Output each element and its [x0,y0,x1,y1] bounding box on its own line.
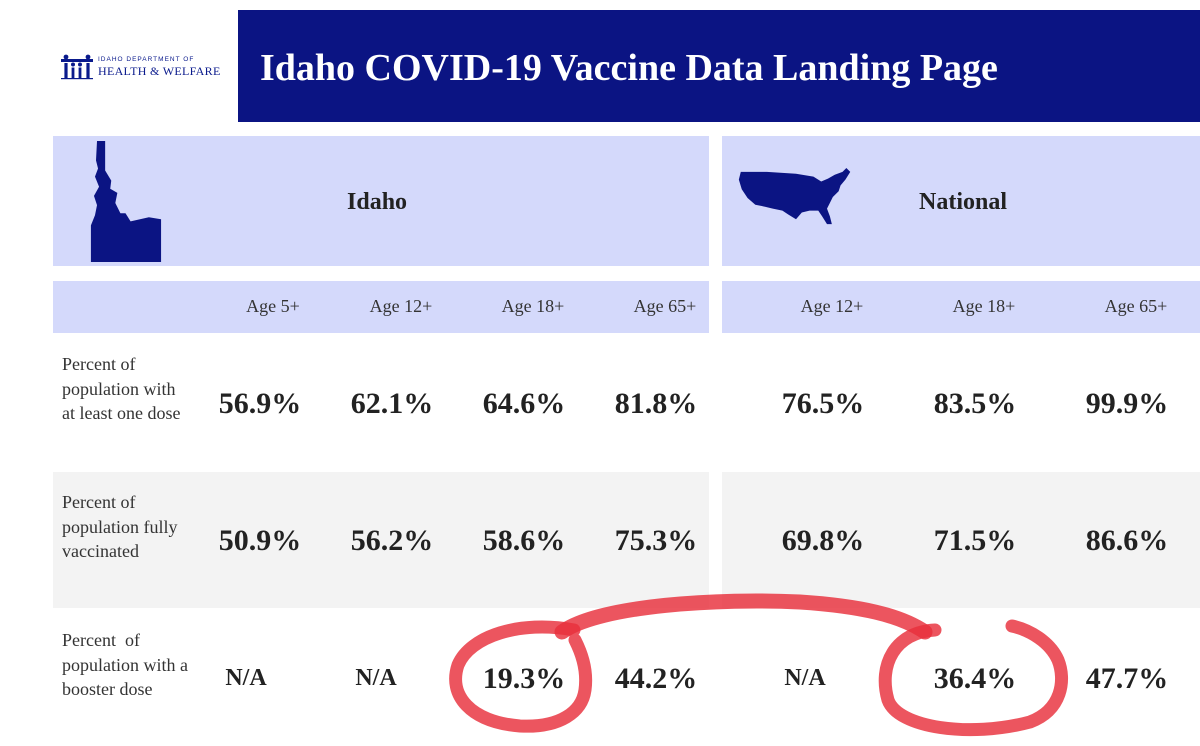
value-cell: 47.7% [1085,662,1169,695]
idaho-header: Idaho [53,136,709,266]
age-header-idaho [53,281,709,333]
idhw-logo: IDAHO DEPARTMENT OF HEALTH & WELFARE [60,50,230,84]
value-cell: N/A [355,665,397,691]
value-cell: 62.1% [350,387,434,420]
logo-line1: IDAHO DEPARTMENT OF [98,55,195,63]
page-title: Idaho COVID-19 Vaccine Data Landing Page [260,47,998,89]
age-header-cell: Age 12+ [800,296,864,316]
age-header-cell: Age 12+ [369,296,433,316]
age-header-cell: Age 5+ [246,296,300,316]
value-cell: 64.6% [482,387,566,420]
value-cell: N/A [225,665,267,691]
logo-line2: HEALTH & WELFARE [98,64,221,79]
region-title-national: National [919,189,1008,215]
region-title-idaho: Idaho [347,189,408,215]
table-row-stripe [53,472,709,608]
age-header-national [722,281,1200,333]
value-cell: 81.8% [614,387,698,420]
national-header: National [722,136,1200,266]
value-cell: 86.6% [1085,524,1169,557]
value-cell: 50.9% [218,524,302,557]
value-cell: 76.5% [781,387,865,420]
value-cell: 69.8% [781,524,865,557]
value-cell: 71.5% [933,524,1017,557]
value-cell: 36.4% [933,662,1017,695]
value-cell: 75.3% [614,524,698,557]
row-label: Percent of population with a booster dos… [62,630,193,699]
family-icon [61,54,93,80]
age-header-cell: Age 18+ [501,296,565,316]
age-header-cell: Age 18+ [952,296,1016,316]
row-label: Percent of population fully vaccinated [62,492,178,561]
value-cell: 44.2% [614,662,698,695]
title-banner: Idaho COVID-19 Vaccine Data Landing Page [238,10,1200,122]
value-cell: 58.6% [482,524,566,557]
age-header-cell: Age 65+ [1104,296,1168,316]
value-cell: 99.9% [1085,387,1169,420]
value-cell: N/A [784,665,826,691]
age-header-cell: Age 65+ [633,296,697,316]
table-row-stripe [722,472,1200,608]
usa-map-icon [738,167,851,225]
row-label: Percent of population with at least one … [62,354,181,423]
value-cell: 56.2% [350,524,434,557]
value-cell: 83.5% [933,387,1017,420]
value-cell: 19.3% [482,662,566,695]
value-cell: 56.9% [218,387,302,420]
idaho-map-icon [90,141,162,262]
